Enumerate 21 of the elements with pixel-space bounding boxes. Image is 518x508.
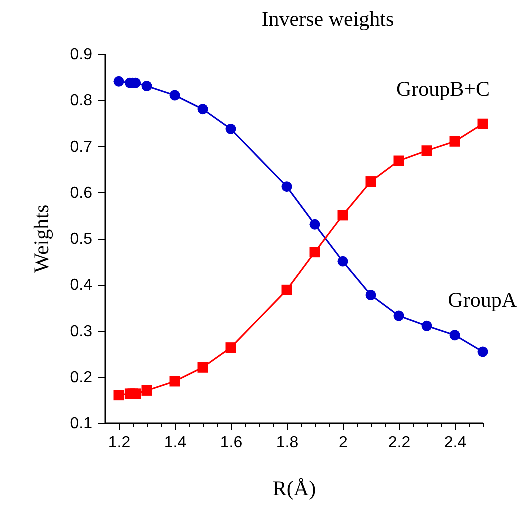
y-tick-label: 0.9 bbox=[70, 46, 93, 64]
y-tick-label: 0.6 bbox=[70, 184, 93, 202]
series-label: GroupB+C bbox=[396, 77, 490, 102]
x-tick-label: 2.2 bbox=[388, 434, 411, 452]
y-tick-label: 0.5 bbox=[70, 231, 93, 248]
y-tick-label: 0.7 bbox=[70, 138, 93, 156]
x-tick-label: 2.4 bbox=[444, 434, 467, 452]
x-tick-label: 1.2 bbox=[108, 434, 131, 452]
x-tick-label: 1.6 bbox=[220, 434, 243, 452]
y-tick-label: 0.4 bbox=[70, 277, 93, 294]
y-tick-label: 0.2 bbox=[70, 369, 93, 386]
y-tick-label: 0.3 bbox=[70, 323, 93, 340]
x-axis-title: R(Å) bbox=[272, 476, 316, 500]
y-tick-label: 0.1 bbox=[70, 416, 93, 432]
y-axis-title: Weights bbox=[29, 204, 54, 274]
y-tick-label: 0.8 bbox=[70, 92, 93, 110]
x-tick-label: 2 bbox=[339, 434, 348, 452]
x-tick-label: 1.4 bbox=[164, 434, 187, 452]
x-tick-label: 1.8 bbox=[276, 434, 299, 452]
series-label: GroupA bbox=[448, 288, 518, 312]
chart-title: Inverse weights bbox=[262, 7, 394, 31]
